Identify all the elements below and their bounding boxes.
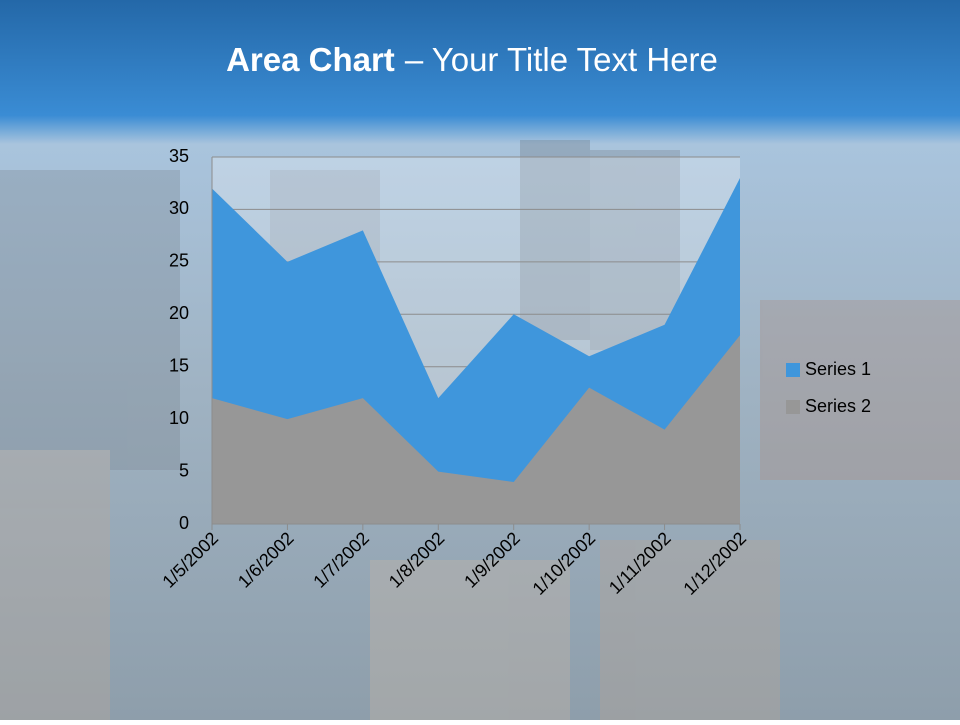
legend-label: Series 1 bbox=[805, 359, 871, 379]
legend-swatch bbox=[786, 363, 800, 377]
y-tick-label: 25 bbox=[169, 251, 189, 271]
legend-swatch bbox=[786, 400, 800, 414]
y-tick-label: 15 bbox=[169, 355, 189, 375]
title-rest: – Your Title Text Here bbox=[405, 41, 718, 78]
y-tick-label: 10 bbox=[169, 408, 189, 428]
title-bold: Area Chart bbox=[226, 41, 395, 78]
y-tick-label: 30 bbox=[169, 198, 189, 218]
y-tick-label: 5 bbox=[179, 460, 189, 480]
chart-title: Area Chart – Your Title Text Here bbox=[226, 41, 718, 78]
city-decoration bbox=[0, 140, 960, 720]
y-tick-label: 0 bbox=[179, 513, 189, 533]
area bbox=[212, 335, 740, 524]
y-tick-label: 35 bbox=[169, 146, 189, 166]
y-tick-label: 20 bbox=[169, 303, 189, 323]
legend-label: Series 2 bbox=[805, 396, 871, 416]
